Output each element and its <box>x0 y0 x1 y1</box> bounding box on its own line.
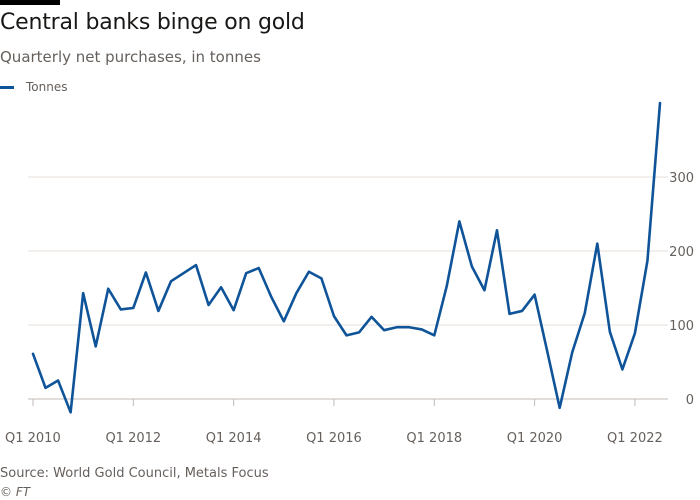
data-point-q3-2022 <box>659 102 662 105</box>
data-point-q4-2021 <box>621 368 624 371</box>
copyright: © FT <box>0 485 31 499</box>
data-point-q1-2012 <box>132 307 135 310</box>
data-point-q2-2014 <box>245 272 248 275</box>
x-tick-label: Q1 2010 <box>5 431 61 446</box>
x-tick-label: Q1 2014 <box>206 431 262 446</box>
data-point-q3-2013 <box>207 304 210 307</box>
data-point-q4-2016 <box>370 316 373 319</box>
data-point-q3-2016 <box>358 331 361 334</box>
data-point-q1-2010 <box>32 353 35 356</box>
data-point-q2-2015 <box>295 292 298 295</box>
y-tick-label: 100 <box>669 319 694 334</box>
x-tick-label: Q1 2018 <box>406 431 462 446</box>
data-point-q1-2018 <box>433 334 436 337</box>
data-point-q1-2011 <box>82 292 85 295</box>
data-point-q2-2022 <box>646 259 649 262</box>
data-point-q1-2021 <box>583 312 586 315</box>
chart-subtitle: Quarterly net purchases, in tonnes <box>0 48 261 66</box>
data-point-q2-2016 <box>345 334 348 337</box>
legend-label: Tonnes <box>26 80 68 94</box>
data-point-q3-2010 <box>57 379 60 382</box>
data-point-q1-2013 <box>182 272 185 275</box>
data-point-q1-2019 <box>483 289 486 292</box>
data-point-q4-2018 <box>471 265 474 268</box>
data-point-q4-2015 <box>320 277 323 280</box>
axes: 0 100 200 300 Q1 2010 Q1 2012 Q1 2014 Q1 2016 Q1… <box>5 171 694 446</box>
data-point-q2-2011 <box>94 345 97 348</box>
data-point-q1-2022 <box>634 332 637 335</box>
data-point-q3-2018 <box>458 220 461 223</box>
data-point-q2-2018 <box>446 284 449 287</box>
x-tick-label: Q1 2020 <box>507 431 563 446</box>
data-point-q2-2021 <box>596 242 599 245</box>
data-point-q3-2011 <box>107 287 110 290</box>
x-tick-label: Q1 2022 <box>607 431 663 446</box>
legend: Tonnes <box>0 80 67 94</box>
ft-brand-bar <box>0 0 60 5</box>
data-point-q1-2020 <box>533 293 536 296</box>
data-point-q3-2012 <box>157 310 160 313</box>
data-point-q3-2021 <box>609 330 612 333</box>
data-point-q2-2017 <box>395 326 398 329</box>
data-point-q3-2019 <box>508 313 511 316</box>
data-point-q3-2014 <box>257 267 260 270</box>
data-point-q4-2012 <box>170 280 173 283</box>
data-point-q3-2015 <box>308 270 311 273</box>
data-point-q2-2012 <box>145 271 148 274</box>
data-point-q3-2020 <box>558 407 561 410</box>
data-point-q4-2011 <box>119 308 122 311</box>
data-point-q4-2017 <box>420 328 423 331</box>
chart-title: Central banks binge on gold <box>0 10 305 35</box>
source-note: Source: World Gold Council, Metals Focus <box>0 466 269 481</box>
x-tick-label: Q1 2012 <box>105 431 161 446</box>
x-tick-label: Q1 2016 <box>306 431 362 446</box>
data-point-q4-2013 <box>220 286 223 289</box>
y-tick-label: 0 <box>686 393 694 408</box>
data-point-q4-2019 <box>521 310 524 313</box>
gridlines <box>28 176 668 400</box>
y-tick-label: 200 <box>669 245 694 260</box>
data-point-q1-2016 <box>333 315 336 318</box>
data-point-q1-2015 <box>283 320 286 323</box>
data-point-q1-2014 <box>232 309 235 312</box>
data-point-q1-2017 <box>383 329 386 332</box>
data-point-q2-2010 <box>44 387 47 390</box>
data-point-q3-2017 <box>408 326 411 329</box>
data-point-q2-2019 <box>496 229 499 232</box>
legend-swatch <box>0 85 14 89</box>
series-layer <box>31 101 662 414</box>
series-line-tonnes <box>31 101 662 414</box>
data-point-q4-2020 <box>571 351 574 354</box>
data-point-q2-2020 <box>546 350 549 353</box>
y-tick-label: 300 <box>669 171 694 186</box>
data-point-q4-2014 <box>270 296 273 299</box>
data-point-q2-2013 <box>195 264 198 267</box>
data-point-q4-2010 <box>69 411 72 414</box>
